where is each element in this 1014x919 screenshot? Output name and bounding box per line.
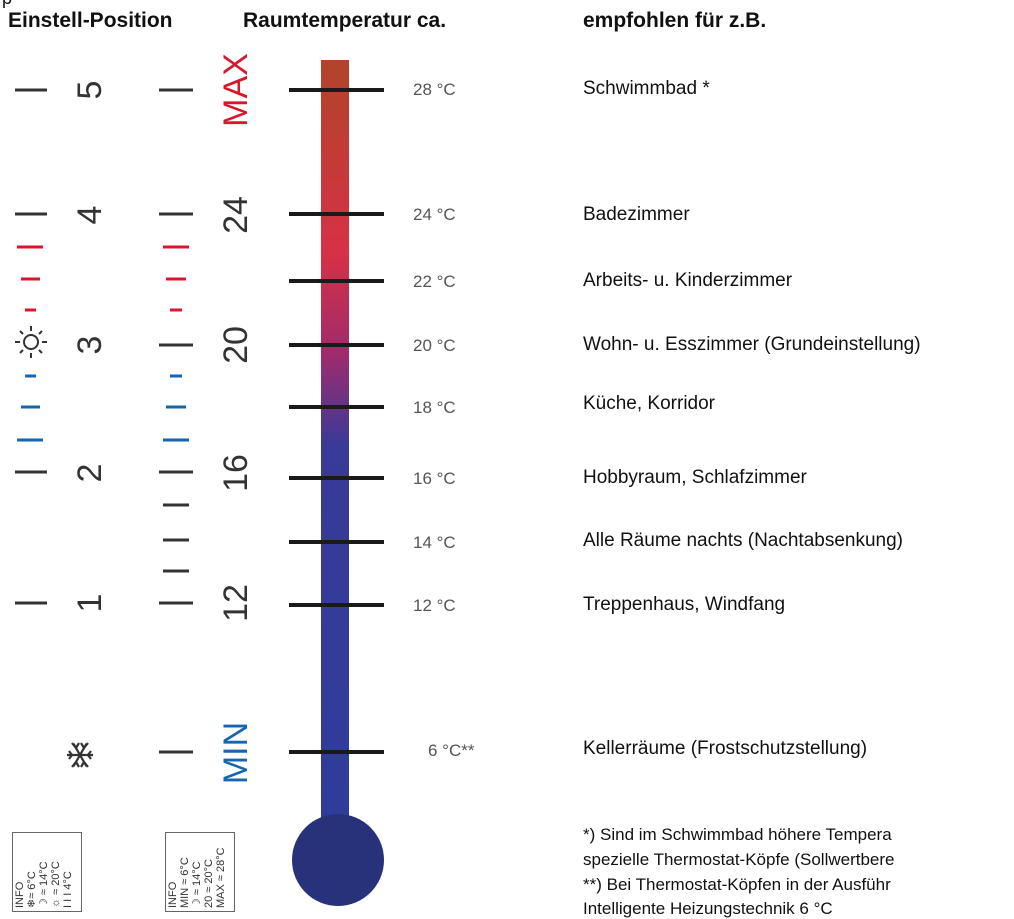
snowflake-icon (67, 742, 93, 768)
footnote-1: *) Sind im Schwimmbad höhere Tempera (583, 825, 892, 844)
room-label-28: Schwimmbad * (583, 78, 710, 99)
position-3: 3 (71, 335, 109, 355)
info-left-row3: ☼ ≈ 20°C (50, 861, 62, 908)
moon-icon (216, 526, 241, 548)
position-2: 2 (71, 463, 109, 483)
footnote-4: Intelligente Heizungstechnik 6 °C (583, 899, 833, 918)
thermometer (289, 60, 384, 906)
room-label-12: Treppenhaus, Windfang (583, 594, 786, 615)
room-label-20: Wohn- u. Esszimmer (Grundeinstellung) (583, 334, 921, 355)
info-left-row1: ❄≈ 6°C (26, 871, 38, 908)
room-label-14: Alle Räume nachts (Nachtabsenkung) (583, 530, 904, 551)
header-room-temp: Raumtemperatur ca. (243, 9, 447, 32)
temp-label-20: 20 °C (413, 336, 456, 355)
info-left-title: INFO (14, 881, 26, 908)
temp-label-18: 18 °C (413, 398, 456, 417)
scale-max: MAX (217, 53, 255, 127)
temp-label-6: 6 °C** (428, 741, 475, 760)
info-right-row3: 20 ≈ 20°C (203, 859, 215, 908)
moon-icon (70, 521, 103, 548)
room-label-24: Badezimmer (583, 204, 690, 225)
footnote-3: **) Bei Thermostat-Köpfen in der Ausführ (583, 875, 891, 894)
sun-icon (15, 326, 47, 358)
position-5: 5 (71, 80, 109, 100)
header-position: Einstell-Position (8, 9, 173, 32)
room-label-6: Kellerräume (Frostschutzstellung) (583, 738, 868, 759)
scale-12: 12 (217, 584, 255, 622)
room-label-18: Küche, Korridor (583, 393, 716, 414)
room-label-22: Arbeits- u. Kinderzimmer (583, 270, 793, 291)
info-left-row4: I I I 4°C (62, 871, 74, 908)
info-box-left: INFO ❄≈ 6°C ☽ ≈ 14°C ☼ ≈ 20°C I I I 4°C (12, 832, 82, 912)
position-4: 4 (71, 205, 109, 225)
temp-label-24: 24 °C (413, 205, 456, 224)
position-1: 1 (71, 593, 109, 613)
thermometer-tube (321, 60, 349, 830)
temp-label-14: 14 °C (413, 533, 456, 552)
thermometer-bulb (292, 814, 384, 906)
temp-label-22: 22 °C (413, 272, 456, 291)
info-right-row4: MAX ≈ 28°C (215, 847, 227, 908)
temp-label-28: 28 °C (413, 80, 456, 99)
scale-min: MIN (217, 721, 255, 785)
info-right-row1: MIN ≈ 6°C (179, 857, 191, 908)
scale-24: 24 (217, 196, 255, 234)
info-box-right: INFO MIN ≈ 6°C ☽ ≈ 14°C 20 ≈ 20°C MAX ≈ … (160, 832, 240, 912)
header-recommended: empfohlen für z.B. (583, 9, 767, 32)
info-right-title: INFO (167, 881, 179, 908)
info-left-row2: ☽ ≈ 14°C (38, 861, 50, 908)
scale-20: 20 (217, 326, 255, 364)
position-ticks (15, 88, 47, 605)
info-right-row2: ☽ ≈ 14°C (191, 861, 203, 908)
temp-label-12: 12 °C (413, 596, 456, 615)
header-fragment: p (2, 0, 12, 9)
scale-16: 16 (217, 454, 255, 492)
scale-ticks (159, 88, 193, 754)
room-label-16: Hobbyraum, Schlafzimmer (583, 467, 807, 488)
footnote-2: spezielle Thermostat-Köpfe (Sollwertbere (583, 850, 895, 869)
temp-label-16: 16 °C (413, 469, 456, 488)
